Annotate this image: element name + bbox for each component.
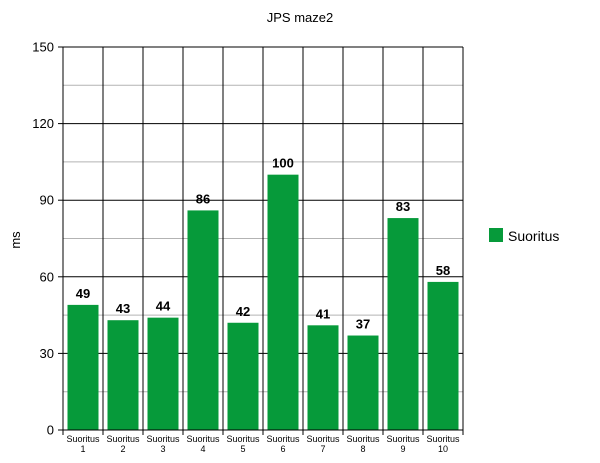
y-tick-label: 90: [40, 193, 54, 208]
y-tick-label: 30: [40, 346, 54, 361]
bar: [187, 210, 219, 430]
x-tick-label: Suoritus 7: [306, 434, 340, 454]
data-label: 37: [356, 317, 370, 332]
data-label: 58: [436, 263, 450, 278]
bar: [427, 281, 459, 430]
legend: Suoritus: [489, 228, 559, 244]
x-tick-label: Suoritus 9: [386, 434, 420, 454]
data-label: 42: [236, 304, 250, 319]
bar: [227, 322, 259, 430]
data-label: 49: [76, 286, 90, 301]
y-tick-labels: 0 30 60 90 120 150: [32, 40, 54, 438]
axes: [58, 46, 464, 435]
bar: [67, 304, 99, 430]
x-tick-labels: Suoritus 1 Suoritus 2 Suoritus 3 Suoritus 4 Suor…: [66, 434, 460, 454]
x-tick-label: Suoritus 4: [186, 434, 220, 454]
data-labels: 49 43 44 86 42 100 41 37 83 58: [76, 156, 450, 332]
data-label: 41: [316, 306, 330, 321]
x-tick-label: Suoritus 3: [146, 434, 180, 454]
bar: [267, 174, 299, 430]
x-tick-label: Suoritus 2: [106, 434, 140, 454]
y-tick-label: 60: [40, 269, 54, 284]
data-label: 44: [156, 299, 171, 314]
y-tick-label: 150: [32, 40, 54, 55]
x-tick-label: Suoritus 10: [426, 434, 460, 454]
x-tick-label: Suoritus 5: [226, 434, 260, 454]
bar: [307, 325, 339, 430]
x-tick-label: Suoritus 1: [66, 434, 100, 454]
data-label: 100: [272, 156, 294, 171]
bar: [107, 320, 139, 430]
legend-swatch: [489, 228, 503, 242]
data-label: 43: [116, 301, 130, 316]
data-label: 83: [396, 199, 410, 214]
chart-title: JPS maze2: [267, 10, 333, 25]
y-tick-label: 0: [47, 423, 54, 438]
x-tick-label: Suoritus 6: [266, 434, 300, 454]
grid-lines: [63, 46, 463, 430]
y-tick-label: 120: [32, 116, 54, 131]
bars: [67, 174, 459, 430]
x-tick-label: Suoritus 8: [346, 434, 380, 454]
y-axis-label: ms: [8, 231, 23, 249]
legend-label: Suoritus: [508, 228, 559, 244]
bar: [387, 218, 419, 430]
bar: [347, 335, 379, 430]
bar: [147, 317, 179, 430]
data-label: 86: [196, 191, 210, 206]
